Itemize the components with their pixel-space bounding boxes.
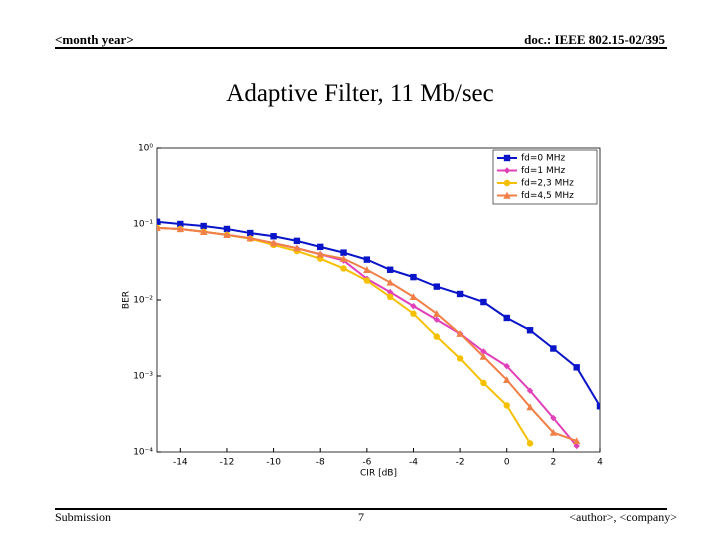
marker [550,345,557,352]
marker [433,283,440,290]
marker [247,229,254,237]
marker [503,402,510,409]
marker [386,288,394,296]
legend-label: fd=0 MHz [521,154,566,164]
marker [433,333,440,340]
marker [503,314,510,322]
marker [503,376,511,384]
marker [433,316,440,323]
marker [317,243,324,251]
marker [157,218,161,225]
y-axis-label: BER [122,291,132,309]
y-tick-label: 10⁻⁴ [133,448,153,458]
x-tick-label: -6 [362,458,371,468]
marker [363,277,371,284]
footer-center: 7 [358,510,364,524]
marker [503,167,511,174]
series [157,218,600,410]
marker [550,414,557,422]
series-line [157,220,600,407]
marker [223,225,231,233]
marker [409,293,418,301]
marker [269,239,278,247]
marker [176,225,185,233]
marker [526,440,534,447]
footer-rule [55,508,667,510]
marker [503,154,511,162]
marker [573,442,580,450]
marker [340,265,347,272]
marker [363,256,371,263]
marker [246,234,254,242]
marker [433,310,441,317]
marker [386,278,394,286]
x-tick-label: -4 [409,458,418,468]
x-tick-label: 4 [597,458,603,468]
x-tick-label: -14 [173,458,188,468]
marker [340,249,347,256]
marker [503,179,511,187]
marker [177,220,184,228]
marker [573,364,580,371]
marker [293,244,301,252]
marker [339,254,348,262]
x-tick-label: -12 [220,458,235,468]
x-tick-label: -8 [316,458,325,468]
marker [526,327,534,334]
marker [316,250,324,258]
header-right: doc.: IEEE 802.15-02/395 [524,32,665,47]
marker [200,222,207,230]
marker [199,228,208,235]
legend-label: fd=4,5 MHz [521,191,574,201]
marker [223,231,231,239]
marker [386,293,394,301]
marker [410,273,417,281]
x-tick-label: 2 [551,458,557,468]
series [157,224,581,445]
marker [480,348,487,355]
marker [572,437,581,445]
marker [456,355,464,362]
header-rule [55,47,667,49]
x-tick-label: -2 [456,458,465,468]
marker [480,298,487,306]
marker [410,310,417,317]
header-left: <month year> [55,32,134,47]
marker [480,379,487,387]
footer-right: <author>, <company> [569,510,677,524]
marker [503,362,510,370]
y-tick-label: 10⁻¹ [133,220,153,230]
marker [386,266,394,273]
marker [456,290,464,298]
slide-title: Adaptive Filter, 11 Mb/sec [226,80,494,107]
marker [363,266,371,273]
marker [503,191,511,199]
marker [157,224,161,232]
marker [479,352,488,360]
marker [526,387,534,394]
legend-label: fd=1 MHz [521,166,566,176]
legend-label: fd=2,3 MHz [521,179,574,189]
marker [410,302,417,310]
x-tick-label: 0 [504,458,510,468]
y-tick-label: 10⁰ [138,144,153,154]
footer-left: Submission [55,510,112,524]
marker [549,428,558,436]
y-tick-label: 10⁻² [133,296,153,306]
y-tick-label: 10⁻³ [133,372,153,382]
marker [596,403,600,410]
x-tick-label: -10 [266,458,281,468]
marker [526,403,534,411]
marker [456,330,464,337]
x-axis-label: CIR [dB] [360,469,397,479]
marker [293,237,301,245]
marker [270,233,277,240]
